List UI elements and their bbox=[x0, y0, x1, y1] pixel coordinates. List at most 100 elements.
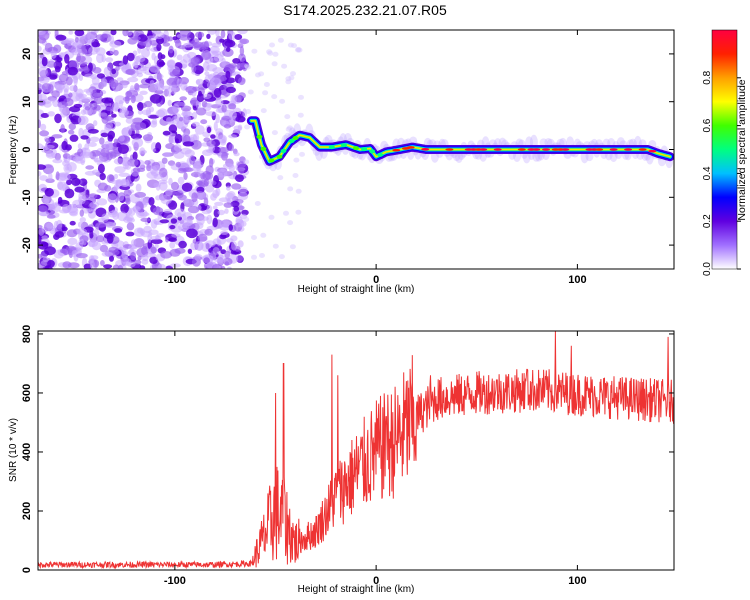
noise-blob bbox=[206, 33, 211, 40]
noise-blob bbox=[45, 151, 54, 157]
noise-blob bbox=[287, 220, 294, 226]
noise-blob bbox=[233, 205, 240, 212]
noise-blob bbox=[166, 117, 172, 124]
noise-blob bbox=[237, 192, 249, 201]
noise-blob bbox=[172, 104, 180, 114]
signal-peak bbox=[532, 148, 541, 151]
noise-blob bbox=[88, 142, 97, 147]
figure-title: S174.2025.232.21.07.R05 bbox=[283, 2, 447, 18]
noise-blob bbox=[217, 239, 222, 247]
noise-blob bbox=[118, 172, 130, 177]
noise-blob bbox=[217, 254, 226, 263]
signal-peak bbox=[328, 145, 335, 150]
noise-blob bbox=[197, 233, 208, 242]
noise-blob bbox=[176, 78, 183, 88]
noise-blob bbox=[151, 118, 158, 125]
noise-blob bbox=[159, 181, 168, 191]
noise-blob bbox=[177, 212, 182, 218]
noise-blob bbox=[51, 90, 60, 98]
noise-blob bbox=[117, 265, 124, 269]
noise-blob bbox=[100, 132, 109, 138]
noise-blob bbox=[51, 134, 63, 139]
noise-blob bbox=[78, 127, 84, 138]
noise-blob bbox=[194, 254, 201, 261]
noise-blob bbox=[184, 198, 190, 204]
noise-blob bbox=[160, 194, 172, 205]
signal-peak bbox=[361, 147, 368, 152]
noise-blob bbox=[78, 61, 88, 66]
noise-blob bbox=[152, 206, 164, 216]
colorbar-tick-label: 0.4 bbox=[702, 166, 713, 180]
signal-halo bbox=[544, 138, 553, 147]
noise-blob bbox=[101, 251, 114, 257]
noise-blob bbox=[195, 222, 204, 230]
snr-x-tick-label: 0 bbox=[373, 575, 379, 587]
noise-blob bbox=[39, 211, 49, 217]
noise-blob bbox=[183, 172, 188, 181]
noise-blob bbox=[101, 114, 109, 124]
noise-blob bbox=[38, 241, 49, 250]
noise-blob bbox=[49, 58, 54, 65]
noise-blob bbox=[201, 51, 212, 61]
noise-blob bbox=[168, 177, 173, 186]
noise-blob bbox=[54, 83, 66, 91]
signal-peak bbox=[406, 146, 415, 149]
noise-blob bbox=[89, 136, 100, 143]
noise-blob bbox=[85, 165, 95, 170]
noise-blob bbox=[67, 155, 72, 160]
noise-blob bbox=[187, 205, 200, 214]
noise-blob bbox=[122, 30, 129, 37]
noise-blob bbox=[247, 89, 254, 95]
noise-blob bbox=[66, 179, 72, 186]
noise-blob bbox=[103, 140, 114, 151]
noise-blob bbox=[54, 152, 61, 161]
noise-blob bbox=[42, 256, 49, 263]
noise-blob bbox=[108, 79, 119, 88]
noise-blob bbox=[88, 193, 98, 199]
colorbar-tick-label: 0.0 bbox=[702, 262, 713, 276]
noise-blob bbox=[271, 61, 278, 67]
noise-blob bbox=[44, 246, 56, 256]
noise-blob bbox=[162, 152, 171, 158]
noise-blob bbox=[171, 116, 180, 125]
noise-blob bbox=[82, 66, 90, 73]
noise-blob bbox=[77, 115, 89, 126]
noise-blob bbox=[192, 38, 200, 44]
noise-blob bbox=[130, 94, 136, 104]
noise-blob bbox=[52, 158, 63, 164]
noise-blob bbox=[38, 253, 43, 259]
noise-blob bbox=[297, 112, 304, 118]
noise-blob bbox=[118, 135, 125, 142]
spectrogram-x-label: Height of straight line (km) bbox=[298, 284, 415, 295]
noise-blob bbox=[237, 77, 246, 86]
noise-blob bbox=[230, 94, 237, 105]
noise-blob bbox=[137, 101, 144, 111]
noise-blob bbox=[160, 54, 166, 60]
noise-blob bbox=[84, 143, 90, 151]
noise-blob bbox=[117, 144, 129, 155]
noise-blob bbox=[84, 106, 91, 111]
noise-blob bbox=[204, 228, 213, 236]
noise-blob bbox=[283, 210, 289, 216]
colorbar-ticks: 0.0 0.2 0.4 0.6 0.8 bbox=[702, 70, 741, 276]
noise-blob bbox=[68, 92, 73, 98]
noise-blob bbox=[78, 239, 85, 245]
noise-blob bbox=[44, 138, 52, 143]
noise-blob bbox=[131, 36, 141, 41]
noise-blob bbox=[219, 234, 227, 240]
noise-blob bbox=[130, 251, 137, 261]
noise-blob bbox=[47, 111, 55, 117]
noise-blob bbox=[67, 237, 78, 245]
noise-blob bbox=[271, 94, 278, 100]
noise-blob bbox=[226, 47, 231, 52]
noise-blob bbox=[91, 76, 100, 86]
noise-blob bbox=[155, 83, 165, 92]
noise-blob bbox=[46, 222, 54, 229]
noise-blob bbox=[39, 130, 49, 137]
noise-blob bbox=[71, 48, 79, 56]
signal-peak bbox=[392, 148, 401, 152]
noise-blob bbox=[259, 253, 265, 258]
noise-blob bbox=[290, 71, 296, 77]
noise-blob bbox=[143, 100, 153, 108]
noise-blob bbox=[145, 41, 151, 52]
